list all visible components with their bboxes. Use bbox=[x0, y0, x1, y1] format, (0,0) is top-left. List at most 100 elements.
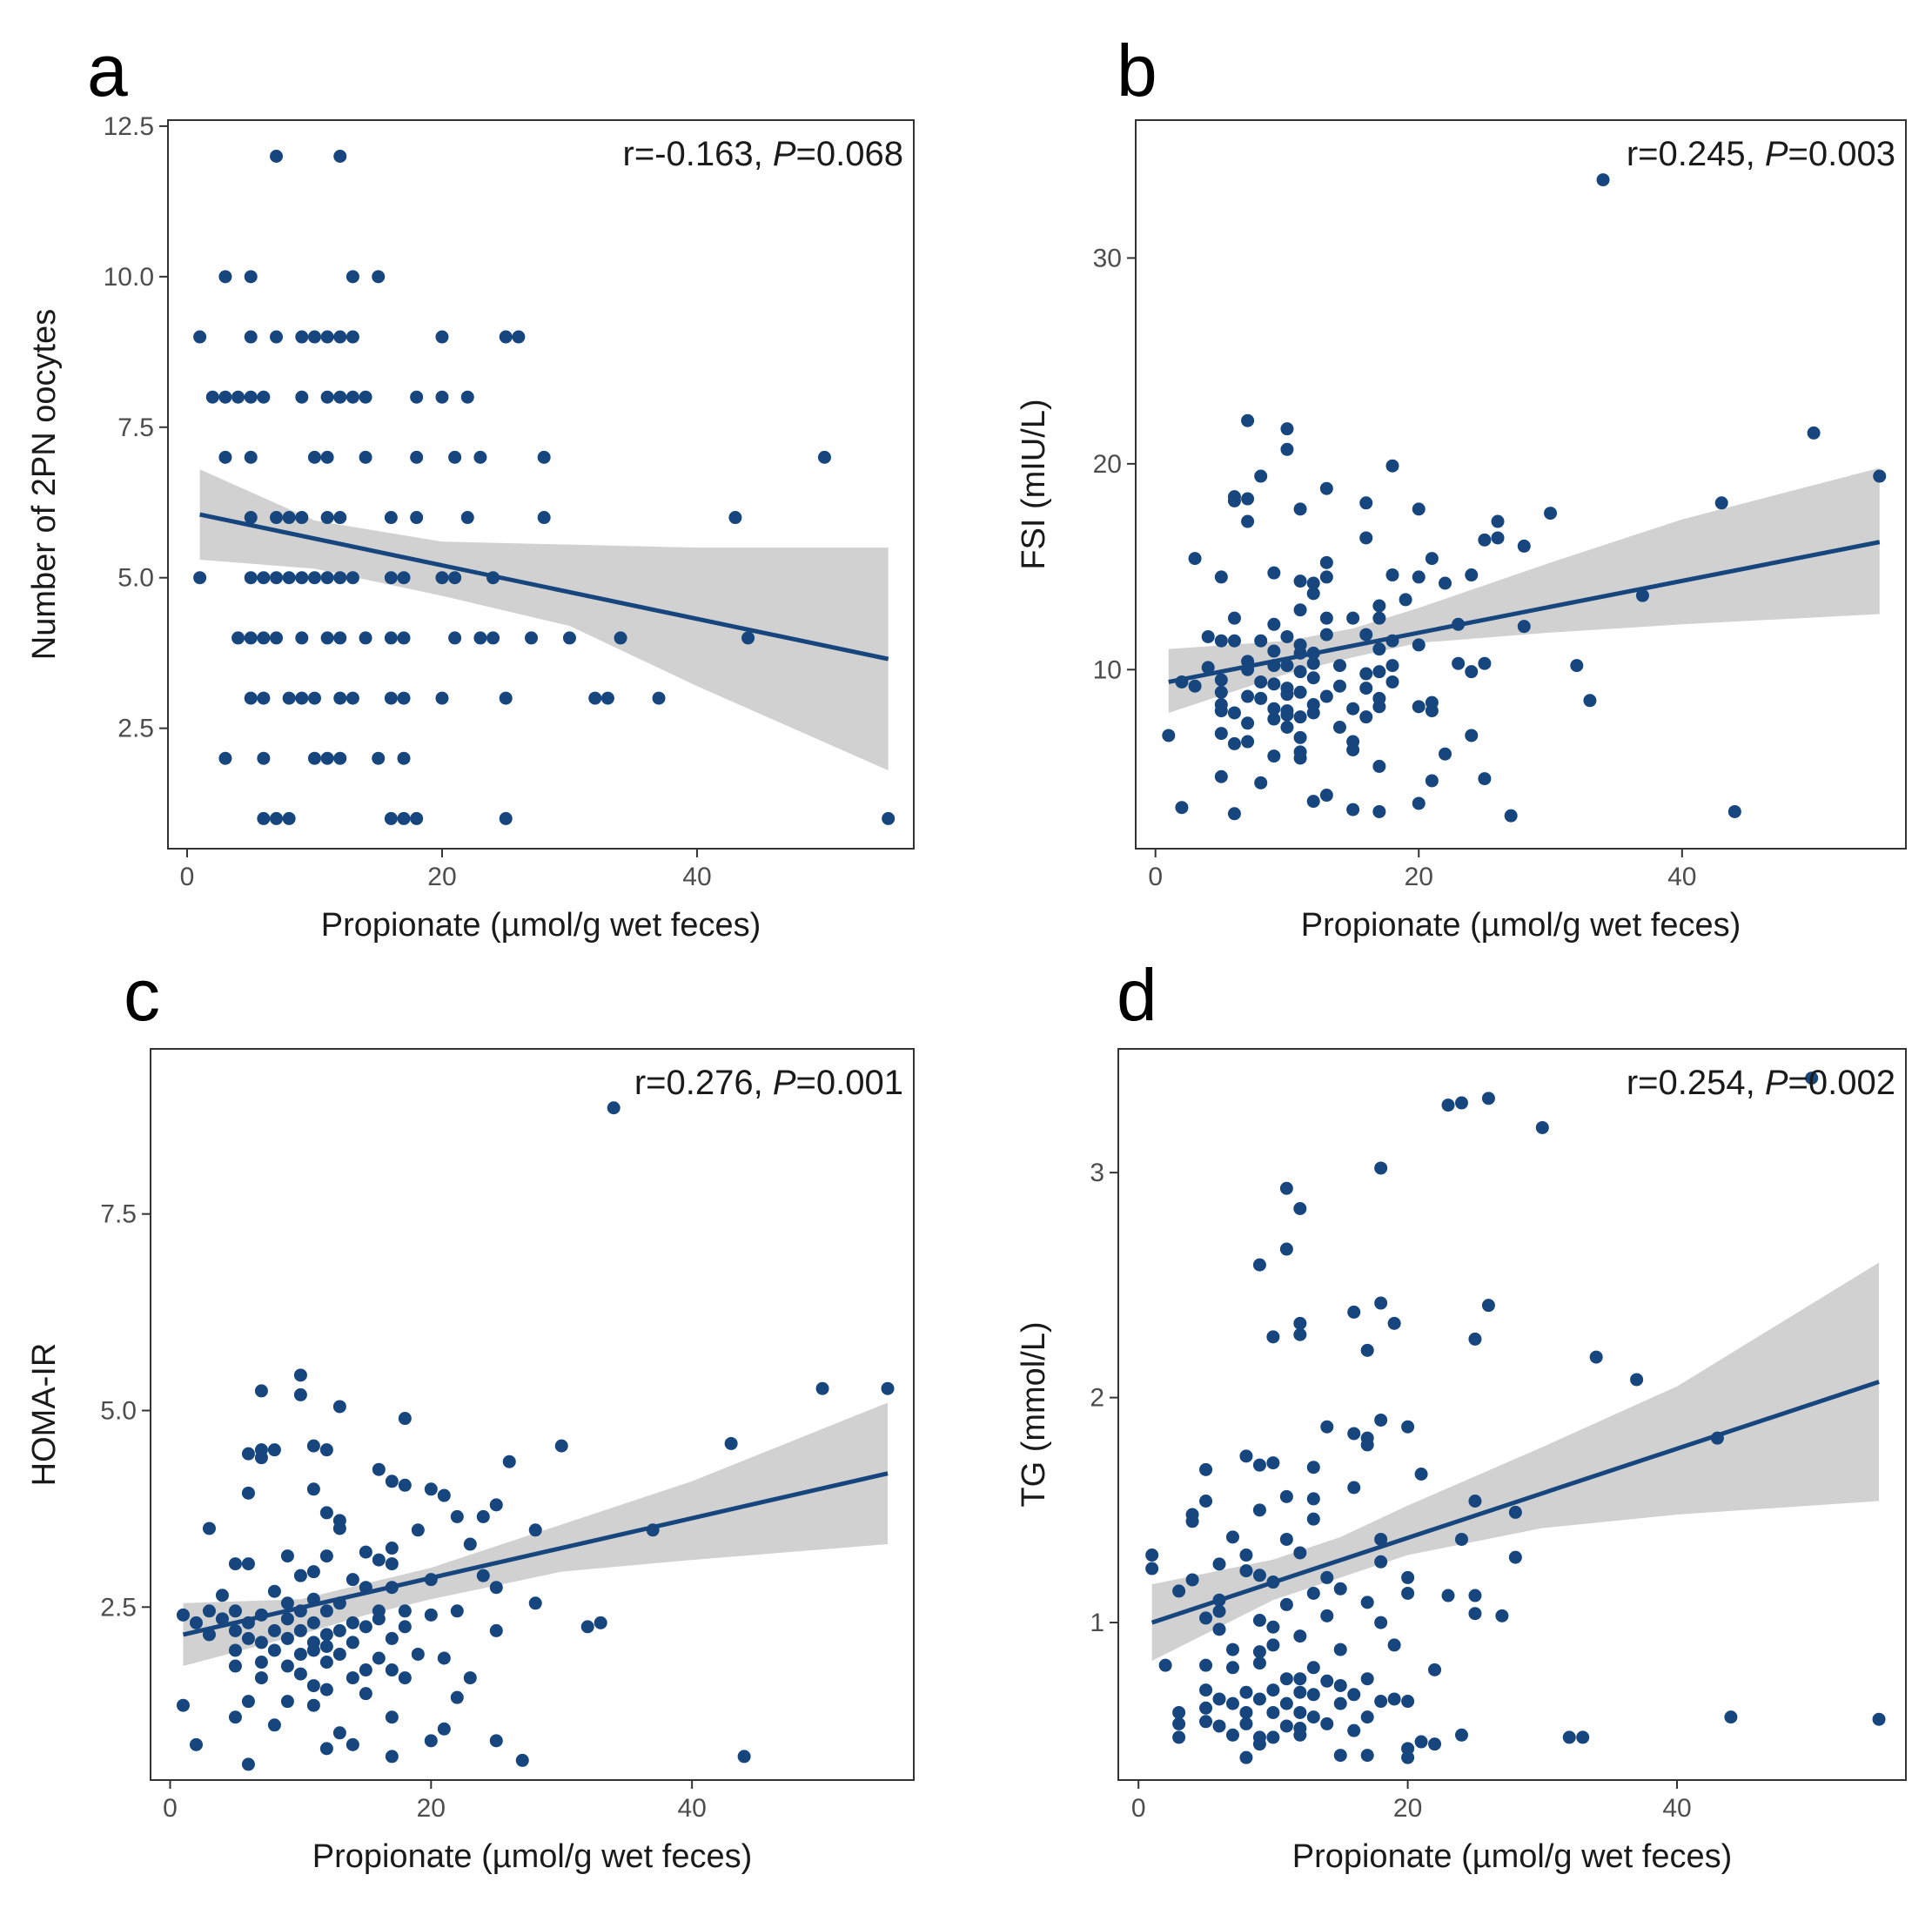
confidence-band bbox=[199, 469, 889, 771]
data-point bbox=[1306, 1512, 1320, 1526]
data-point bbox=[319, 1506, 333, 1520]
data-point bbox=[1145, 1549, 1159, 1562]
data-point bbox=[1425, 552, 1439, 566]
regression-line bbox=[1150, 1380, 1880, 1625]
data-point bbox=[319, 1549, 333, 1563]
data-point bbox=[435, 571, 449, 585]
data-point bbox=[1478, 533, 1492, 547]
data-point bbox=[1320, 1420, 1334, 1434]
data-point bbox=[1333, 1749, 1347, 1763]
x-tick-label: 0 bbox=[1148, 863, 1163, 891]
data-point bbox=[1279, 1181, 1293, 1195]
data-point bbox=[1320, 1609, 1334, 1622]
annotation-part: r bbox=[634, 1064, 646, 1102]
x-tick-label: 0 bbox=[163, 1794, 178, 1823]
data-point bbox=[270, 811, 284, 825]
data-point bbox=[215, 1589, 229, 1602]
data-point bbox=[1320, 1570, 1334, 1584]
data-point bbox=[244, 691, 258, 705]
data-point bbox=[1589, 1350, 1603, 1364]
y-tick-label: 1 bbox=[1090, 1609, 1104, 1637]
data-point bbox=[1535, 1120, 1549, 1134]
data-point bbox=[218, 390, 232, 404]
data-point bbox=[1279, 1242, 1293, 1256]
data-point bbox=[1227, 807, 1241, 821]
data-point bbox=[293, 1667, 307, 1681]
data-point bbox=[1374, 1532, 1388, 1546]
data-point bbox=[450, 1604, 464, 1618]
data-point bbox=[1293, 574, 1307, 588]
data-point bbox=[1306, 656, 1320, 670]
data-point bbox=[372, 1612, 386, 1626]
data-point bbox=[333, 571, 347, 585]
data-point bbox=[1252, 1613, 1266, 1627]
data-point bbox=[385, 1663, 399, 1677]
data-point bbox=[435, 390, 449, 404]
data-point bbox=[270, 631, 284, 645]
data-point bbox=[476, 1569, 490, 1582]
panel-label: d bbox=[1117, 954, 1157, 1036]
data-point bbox=[600, 691, 614, 705]
data-point bbox=[398, 1620, 412, 1634]
data-point bbox=[241, 1486, 255, 1500]
data-point bbox=[1267, 677, 1281, 691]
data-point bbox=[1481, 1299, 1495, 1313]
annotation-part: P bbox=[773, 135, 796, 173]
data-point bbox=[295, 330, 309, 344]
data-point bbox=[345, 390, 359, 404]
data-point bbox=[1387, 1692, 1401, 1706]
data-point bbox=[257, 751, 271, 765]
data-point bbox=[241, 1631, 255, 1645]
panel-label: b bbox=[1117, 30, 1157, 111]
data-point bbox=[254, 1384, 268, 1398]
data-point bbox=[295, 571, 309, 585]
data-point bbox=[1293, 685, 1307, 699]
data-point bbox=[293, 1647, 307, 1661]
data-point bbox=[537, 450, 551, 464]
data-point bbox=[1517, 620, 1531, 634]
data-point bbox=[1454, 1532, 1468, 1546]
data-point bbox=[282, 691, 296, 705]
data-point bbox=[254, 1671, 268, 1685]
annotation-part: r bbox=[1627, 1064, 1638, 1102]
data-point bbox=[398, 1478, 412, 1492]
data-point bbox=[1280, 721, 1294, 734]
data-point bbox=[307, 691, 321, 705]
data-point bbox=[359, 390, 372, 404]
data-point bbox=[228, 1557, 242, 1571]
data-point bbox=[397, 811, 411, 825]
data-point bbox=[1465, 568, 1479, 582]
data-point bbox=[1280, 422, 1294, 436]
data-point bbox=[215, 1612, 229, 1626]
data-point bbox=[384, 511, 398, 525]
data-point bbox=[1293, 751, 1307, 765]
data-point bbox=[737, 1750, 751, 1764]
data-point bbox=[257, 811, 271, 825]
data-point bbox=[218, 270, 232, 284]
data-point bbox=[1374, 1695, 1388, 1709]
plot-frame bbox=[167, 119, 915, 850]
data-point bbox=[306, 1565, 320, 1579]
data-point bbox=[450, 1690, 464, 1704]
data-point bbox=[1333, 1582, 1347, 1596]
data-point bbox=[1465, 729, 1479, 742]
data-point bbox=[307, 450, 321, 464]
data-point bbox=[267, 1718, 281, 1732]
data-point bbox=[345, 330, 359, 344]
data-point bbox=[1401, 1420, 1415, 1434]
data-point bbox=[1293, 1685, 1307, 1699]
data-point bbox=[1428, 1663, 1442, 1676]
regression-line bbox=[182, 1471, 889, 1637]
data-point bbox=[280, 1612, 294, 1626]
data-point bbox=[1481, 1092, 1495, 1105]
data-point bbox=[254, 1636, 268, 1649]
data-point bbox=[359, 1545, 372, 1559]
data-point bbox=[1468, 1607, 1482, 1621]
y-axis-title: TG (mmol/L) bbox=[1016, 1321, 1052, 1507]
x-axis-title: Propionate (µmol/g wet feces) bbox=[321, 907, 761, 944]
x-tick-label: 40 bbox=[682, 863, 711, 891]
annotation-part: , bbox=[754, 1064, 773, 1102]
data-point bbox=[319, 1683, 333, 1696]
data-point bbox=[1266, 1638, 1280, 1652]
data-point bbox=[372, 1462, 386, 1476]
